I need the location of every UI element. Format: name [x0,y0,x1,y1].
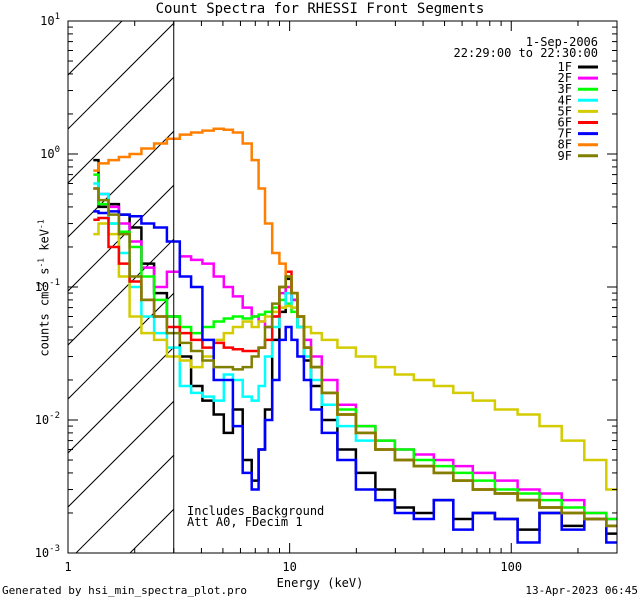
legend-label-5F: 5F [558,104,572,118]
x-tick-label: 10 [282,560,296,574]
hatch-line [68,21,123,76]
legend-label-7F: 7F [558,127,572,141]
legend-label-8F: 8F [558,138,572,152]
hatch-line [68,400,174,508]
y-tick-label: 10-2 [35,411,60,427]
hatch-line [68,22,174,130]
hatch-line [75,454,174,553]
hatch-line [68,238,174,346]
legend-label-6F: 6F [558,116,572,130]
x-tick-label: 1 [64,560,71,574]
annotation-attenuator: Att A0, FDecim 1 [187,515,303,529]
annotation-background: Includes Background [187,504,325,518]
legend-label-2F: 2F [558,71,572,85]
generation-timestamp: 13-Apr-2023 06:45 [525,584,638,597]
observation-time-range: 22:29:00 to 22:30:00 [453,46,599,60]
series-line-7F [93,210,617,544]
y-tick-label: 100 [40,145,60,161]
hatched-region [68,21,174,553]
y-tick-label: 101 [40,12,60,28]
y-tick-label: 10-3 [35,544,60,560]
series-line-9F [93,187,617,528]
legend-label-9F: 9F [558,149,572,163]
series-line-5F [93,222,617,491]
observation-date: 1-Sep-2006 [525,35,598,49]
legend-label-3F: 3F [558,82,572,96]
y-tick-label: 10-1 [35,278,60,294]
y-axis-label: counts cm-2 s-1 keV-1 [36,219,52,357]
chart-title: Count Spectra for RHESSI Front Segments [155,1,485,17]
hatch-line [68,76,174,184]
x-tick-label: 100 [500,560,522,574]
legend-label-4F: 4F [558,93,572,107]
legend-label-1F: 1F [558,60,572,74]
generator-credit: Generated by hsi_min_spectra_plot.pro [2,584,248,597]
x-axis-label: Energy (keV) [276,576,364,590]
